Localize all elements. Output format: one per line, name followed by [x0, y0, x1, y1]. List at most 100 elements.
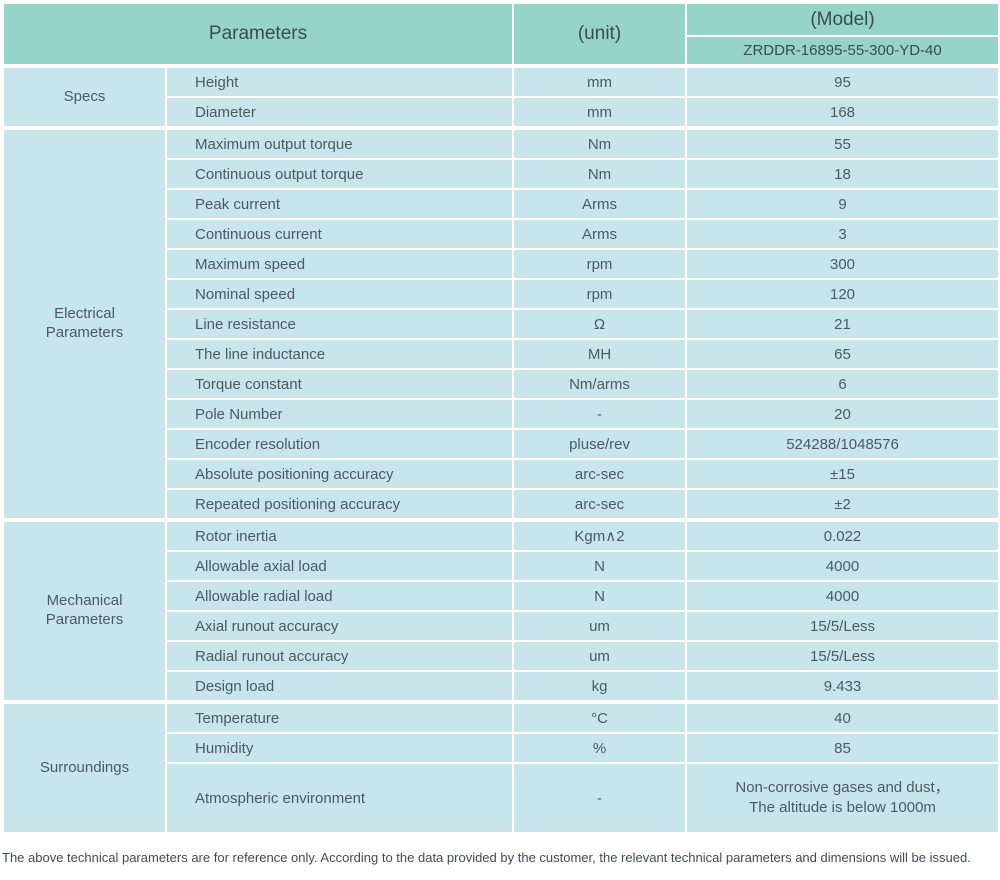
param-cell: Encoder resolution — [164, 428, 515, 460]
value-cell: 9.433 — [685, 670, 1000, 703]
table-row: Specs Height mm 95 — [2, 64, 1000, 129]
unit-cell: Arms — [512, 188, 688, 220]
value-cell: 21 — [685, 308, 1000, 340]
table-row: Absolute positioning accuracy arc-sec ±15 — [3, 458, 1000, 490]
unit-cell: mm — [512, 64, 688, 98]
value-cell: 3 — [685, 218, 1000, 250]
table-row: Allowable axial load N 4000 — [3, 550, 1000, 582]
table-row: Radial runout accuracy um 15/5/Less — [3, 640, 1000, 672]
param-cell: Rotor inertia — [164, 518, 515, 552]
value-cell: 85 — [685, 732, 1000, 764]
section-category-label: Specs — [2, 64, 167, 129]
unit-cell: Nm — [512, 126, 688, 160]
param-cell: Nominal speed — [164, 278, 515, 310]
unit-cell: Nm — [512, 158, 688, 190]
table-row: Humidity% 85 — [3, 732, 1000, 764]
value-cell: 6 — [685, 368, 1000, 400]
table-row: Allowable radial load N 4000 — [3, 580, 1000, 612]
header-parameters: Parameters — [1, 2, 515, 67]
value-cell: 300 — [685, 248, 1000, 280]
value-cell: 524288/1048576 — [685, 428, 1000, 460]
unit-cell: um — [512, 610, 688, 642]
unit-cell: % — [512, 732, 688, 764]
param-cell: Pole Number — [164, 398, 515, 430]
value-cell: 55 — [685, 126, 1000, 160]
unit-cell: arc-sec — [512, 458, 688, 490]
value-cell: 9 — [685, 188, 1000, 220]
table-row: Continuous output torque Nm 18 — [3, 158, 1000, 190]
param-cell: Repeated positioning accuracy — [164, 488, 515, 521]
table-row: Mechanical Parameters Rotor inertia Kgm∧2 0… — [2, 518, 1000, 703]
param-cell: Absolute positioning accuracy — [164, 458, 515, 490]
param-cell: Diameter — [164, 96, 515, 129]
value-cell: 15/5/Less — [685, 610, 1000, 642]
unit-cell: Kgm∧2 — [512, 518, 688, 552]
table-row: Continuous current Arms 3 — [3, 218, 1000, 250]
table-row: Surroundings Temperature °C 40 — [2, 700, 1000, 834]
unit-cell: Ω — [512, 308, 688, 340]
table-row: Peak current Arms 9 — [3, 188, 1000, 220]
value-cell: 4000 — [685, 580, 1000, 612]
unit-cell: pluse/rev — [512, 428, 688, 460]
table-row: Maximum speed rpm 300 — [3, 248, 1000, 280]
table-row: Electrical Parameters Maximum output torq… — [2, 126, 1000, 521]
table-row: Design load kg 9.433 — [3, 670, 1000, 703]
unit-cell: °C — [512, 700, 688, 734]
unit-cell: mm — [512, 96, 688, 129]
technical-parameters-table: Parameters (unit) (Model) ZRDDR-16895-55… — [1, 2, 1000, 834]
table-row: The line inductance MH 65 — [3, 338, 1000, 370]
param-cell: Height — [164, 64, 515, 98]
value-cell: 95 — [685, 64, 1000, 98]
table-row: Repeated positioning accuracy arc-sec ±2 — [3, 488, 1000, 521]
section-category-label: Surroundings — [2, 700, 167, 834]
param-cell: Continuous current — [164, 218, 515, 250]
param-cell: Continuous output torque — [164, 158, 515, 190]
value-cell: 15/5/Less — [685, 640, 1000, 672]
footer-note: The above technical parameters are for r… — [2, 850, 971, 865]
param-cell: Allowable radial load — [164, 580, 515, 612]
param-cell: Peak current — [164, 188, 515, 220]
header-row-2: ZRDDR-16895-55-300-YD-40 — [3, 35, 1000, 67]
section-category-label: Mechanical Parameters — [2, 518, 167, 703]
param-cell: Atmospheric environment — [164, 762, 515, 834]
table-row: Axial runout accuracy um 15/5/Less — [3, 610, 1000, 642]
table-row: Atmospheric environment - Non-corrosive ga… — [3, 762, 1000, 834]
unit-cell: um — [512, 640, 688, 672]
header-model-value: ZRDDR-16895-55-300-YD-40 — [685, 35, 1000, 67]
value-cell: Non-corrosive gases and dust， The altitu… — [685, 762, 1000, 834]
value-cell: 0.022 — [685, 518, 1000, 552]
value-cell: 20 — [685, 398, 1000, 430]
table-row: Pole Number -20 — [3, 398, 1000, 430]
unit-cell: arc-sec — [512, 488, 688, 521]
value-cell: 4000 — [685, 550, 1000, 582]
value-cell: 65 — [685, 338, 1000, 370]
param-cell: Axial runout accuracy — [164, 610, 515, 642]
unit-cell: N — [512, 550, 688, 582]
unit-cell: rpm — [512, 248, 688, 280]
table-header: Parameters (unit) (Model) ZRDDR-16895-55… — [1, 2, 1000, 67]
param-cell: Torque constant — [164, 368, 515, 400]
param-cell: The line inductance — [164, 338, 515, 370]
unit-cell: Arms — [512, 218, 688, 250]
table-row: Torque constant Nm/arms 6 — [3, 368, 1000, 400]
value-cell: 120 — [685, 278, 1000, 310]
unit-cell: rpm — [512, 278, 688, 310]
unit-cell: - — [512, 762, 688, 834]
value-cell: ±15 — [685, 458, 1000, 490]
unit-cell: - — [512, 398, 688, 430]
param-cell: Maximum speed — [164, 248, 515, 280]
unit-cell: Nm/arms — [512, 368, 688, 400]
value-cell: 40 — [685, 700, 1000, 734]
header-unit: (unit) — [512, 2, 688, 67]
table-body: Specs Height mm 95 Diameter mm 168 Electrical P… — [2, 64, 1000, 834]
value-cell: 168 — [685, 96, 1000, 129]
param-cell: Radial runout accuracy — [164, 640, 515, 672]
section-category-label: Electrical Parameters — [2, 126, 167, 521]
param-cell: Temperature — [164, 700, 515, 734]
unit-cell: N — [512, 580, 688, 612]
param-cell: Line resistance — [164, 308, 515, 340]
value-cell: ±2 — [685, 488, 1000, 521]
param-cell: Humidity — [164, 732, 515, 764]
table-row: Nominal speed rpm 120 — [3, 278, 1000, 310]
unit-cell: MH — [512, 338, 688, 370]
